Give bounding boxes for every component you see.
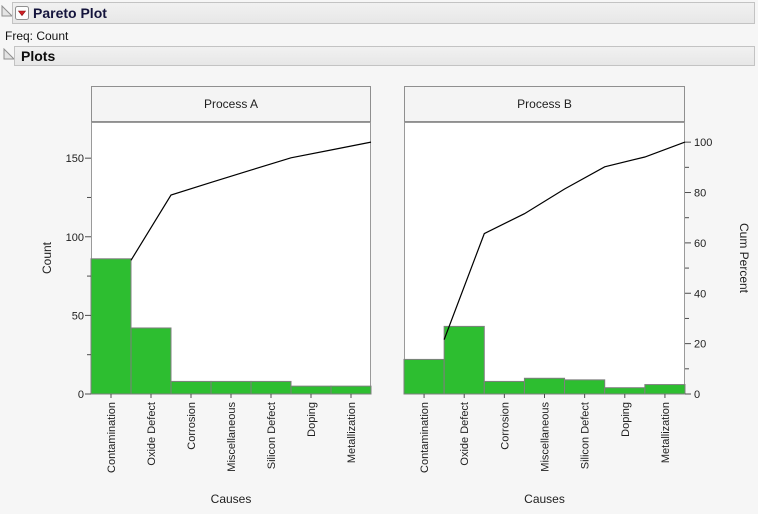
cumulative-percent-line — [130, 141, 372, 261]
bar-oxide-defect[interactable] — [130, 327, 172, 395]
outline-header-plots[interactable]: Plots — [14, 46, 755, 66]
category-label: Corrosion — [499, 402, 511, 450]
disclosure-triangle-open[interactable] — [3, 48, 15, 60]
category-label: Oxide Defect — [146, 402, 158, 466]
percent-tick-label: 40 — [694, 288, 706, 300]
outline-header-pareto-plot[interactable]: Pareto Plot — [12, 2, 755, 24]
panel-title: Process A — [204, 97, 258, 111]
panel-title-box — [91, 86, 371, 122]
bar-corrosion[interactable] — [483, 380, 525, 395]
category-label: Silicon Defect — [580, 402, 592, 469]
category-label: Contamination — [106, 402, 118, 473]
count-axis: 0 50 100 150 Count — [40, 153, 91, 401]
category-label: Contamination — [419, 402, 431, 473]
category-label: Oxide Defect — [459, 402, 471, 466]
category-label: Doping — [620, 402, 632, 437]
plot-area[interactable] — [404, 122, 685, 394]
bar-miscellaneous[interactable] — [523, 377, 566, 395]
bar-contamination[interactable] — [90, 258, 132, 395]
bar-oxide-defect[interactable] — [443, 325, 485, 395]
count-axis-title: Count — [40, 241, 54, 274]
bar-silicon-defect[interactable] — [564, 379, 606, 395]
cumulative-percent-line — [443, 141, 686, 340]
category-label: Metallization — [660, 402, 672, 463]
count-tick-label: 0 — [78, 389, 84, 401]
x-axis-title: Causes — [211, 492, 252, 506]
freq-label: Freq: Count — [5, 29, 69, 43]
category-label: Corrosion — [186, 402, 198, 450]
bar-miscellaneous[interactable] — [210, 380, 252, 395]
category-label: Metallization — [346, 402, 358, 463]
panel-title: Process B — [517, 97, 572, 111]
cum-percent-axis-title: Cum Percent — [737, 223, 751, 294]
category-label: Miscellaneous — [540, 402, 552, 472]
disclosure-triangle-open[interactable] — [1, 5, 13, 17]
panel-title-box — [404, 86, 685, 122]
red-triangle-icon — [15, 6, 29, 20]
bar-metallization[interactable] — [644, 384, 686, 395]
pareto-panel-process-a: Process A Contamination Oxide Defect Corros… — [90, 86, 372, 506]
percent-tick-label: 100 — [694, 137, 712, 149]
percent-tick-label: 0 — [694, 389, 700, 401]
percent-tick-label: 20 — [694, 339, 706, 351]
count-tick-label: 50 — [72, 310, 84, 322]
pareto-panel-process-b: Process B Contamination Oxide Defect Corros… — [403, 86, 686, 506]
percent-tick-label: 80 — [694, 188, 706, 200]
plots-section-title: Plots — [21, 48, 56, 64]
category-label: Doping — [306, 402, 318, 437]
category-label: Silicon Defect — [266, 402, 278, 469]
count-tick-label: 100 — [66, 232, 84, 244]
cum-percent-axis: 0 20 40 60 80 100 Cum Percent — [685, 137, 751, 401]
x-axis-title: Causes — [524, 492, 565, 506]
bar-doping[interactable] — [290, 385, 332, 395]
count-tick-label: 150 — [66, 153, 84, 165]
bar-metallization[interactable] — [330, 385, 372, 395]
red-triangle-menu-button[interactable] — [15, 6, 29, 20]
bar-corrosion[interactable] — [170, 380, 212, 395]
bar-contamination[interactable] — [403, 358, 445, 395]
report-title: Pareto Plot — [33, 5, 107, 21]
percent-tick-label: 60 — [694, 238, 706, 250]
bar-silicon-defect[interactable] — [250, 380, 292, 395]
bar-doping[interactable] — [604, 387, 646, 395]
category-label: Miscellaneous — [226, 402, 238, 472]
